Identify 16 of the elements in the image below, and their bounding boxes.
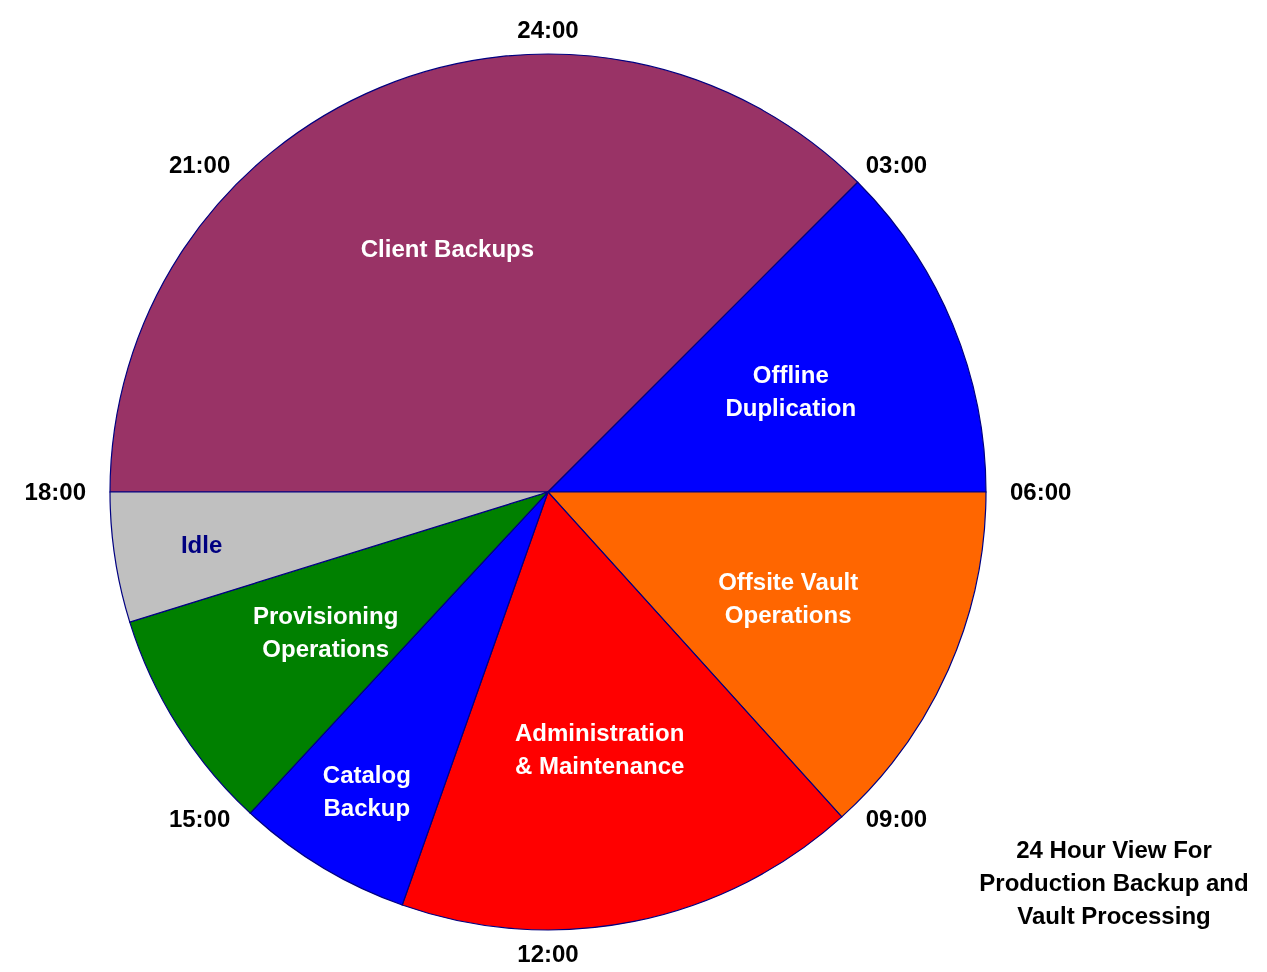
- slice-label: Idle: [180, 530, 223, 558]
- text: 09:00: [865, 804, 928, 832]
- text: 18:00: [24, 478, 86, 505]
- text: 12:00: [517, 940, 579, 967]
- slice-label: Client Backups: [360, 235, 535, 263]
- text: 24 Hour View For Production Backup and Vault Processing: [979, 836, 1249, 929]
- slice-label: Offline Duplication: [725, 360, 857, 421]
- text: 24:00: [517, 16, 579, 43]
- text: 15:00: [168, 804, 231, 832]
- slice-label: Provisioning Operations: [252, 601, 399, 662]
- slice-label: Catalog Backup: [322, 761, 411, 822]
- slice-label: Administration & Maintenance: [514, 719, 685, 780]
- text: 21:00: [168, 151, 231, 179]
- text: 06:00: [1010, 478, 1072, 505]
- slice-label: Offsite Vault Operations: [718, 568, 859, 629]
- text: 03:00: [865, 151, 928, 179]
